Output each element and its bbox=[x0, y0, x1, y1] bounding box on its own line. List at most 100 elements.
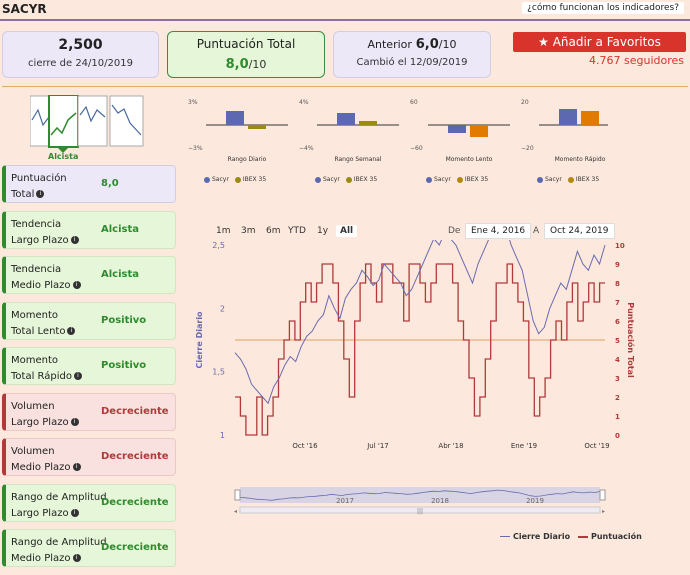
navigator-year-label: 2017 bbox=[336, 497, 354, 505]
x-tick-label: Ene '19 bbox=[511, 442, 537, 450]
scrollbar-grip-icon: ||| bbox=[417, 508, 423, 515]
date-from-input[interactable]: Ene 4, 2016 bbox=[465, 223, 532, 239]
previous-changed-date: Cambió el 12/09/2019 bbox=[356, 57, 468, 68]
mini-bar bbox=[581, 111, 599, 125]
navigator-handle-right[interactable] bbox=[599, 489, 606, 501]
indicator-card[interactable]: Rango de Amplitud Largo Plazo i Decreciente bbox=[2, 483, 176, 522]
legend-ibex: IBEX 35 bbox=[456, 176, 488, 183]
info-icon[interactable]: i bbox=[73, 372, 82, 380]
indicator-card[interactable]: Momento Total Lento i Positivo bbox=[2, 301, 176, 340]
y-right-tick-label: 8 bbox=[615, 280, 620, 288]
info-icon[interactable]: i bbox=[70, 508, 79, 517]
date-to-input[interactable]: Oct 24, 2019 bbox=[544, 223, 615, 239]
previous-score-card: Anterior 6,0/10 Cambió el 12/09/2019 bbox=[333, 31, 491, 78]
mini-bottom-label: −4% bbox=[299, 145, 314, 152]
navigator-year-label: 2019 bbox=[526, 497, 544, 505]
range-button[interactable]: 1y bbox=[317, 226, 329, 236]
scroll-right-icon[interactable]: ▸ bbox=[602, 508, 605, 515]
navigator-handle-left[interactable] bbox=[234, 489, 241, 501]
legend-score[interactable]: Puntuación bbox=[578, 532, 642, 541]
indicator-value: Positivo bbox=[101, 314, 147, 326]
trend-badge: Alcista bbox=[48, 152, 79, 161]
mini-bar bbox=[226, 111, 244, 125]
y-right-tick-label: 0 bbox=[615, 432, 620, 440]
indicator-card[interactable]: Rango de Amplitud Medio Plazo i Decreciente bbox=[2, 529, 176, 567]
mini-chart-title: Rango Diario bbox=[228, 156, 267, 163]
info-icon[interactable]: i bbox=[70, 235, 79, 244]
legend-sacyr: Sacyr bbox=[537, 176, 562, 183]
info-icon[interactable]: i bbox=[72, 463, 81, 471]
indicator-name: Volumen Largo Plazo i bbox=[11, 399, 79, 431]
indicator-card[interactable]: Puntuación Total i 8,0 bbox=[2, 165, 176, 203]
mini-bottom-label: −20 bbox=[521, 145, 534, 152]
x-tick-label: Oct '19 bbox=[584, 442, 609, 450]
score-value: 8,0/10 bbox=[225, 57, 267, 72]
info-icon[interactable]: i bbox=[67, 326, 76, 335]
indicator-card[interactable]: Volumen Largo Plazo i Decreciente bbox=[2, 392, 176, 431]
mini-top-label: 3% bbox=[188, 99, 198, 106]
info-icon[interactable]: i bbox=[72, 554, 81, 562]
range-button[interactable]: 1m bbox=[216, 226, 231, 236]
indicator-card[interactable]: Volumen Medio Plazo i Decreciente bbox=[2, 438, 176, 476]
score-series-line bbox=[235, 263, 605, 436]
y-right-tick-label: 6 bbox=[615, 318, 620, 326]
range-button[interactable]: 3m bbox=[241, 226, 256, 236]
indicator-value: Decreciente bbox=[101, 542, 169, 553]
info-icon[interactable]: i bbox=[72, 281, 81, 289]
indicator-value: Alcista bbox=[101, 269, 140, 280]
indicator-name: Tendencia Largo Plazo i bbox=[11, 217, 79, 249]
legend-sacyr: Sacyr bbox=[426, 176, 451, 183]
price-date: cierre de 24/10/2019 bbox=[28, 58, 133, 69]
indicator-name: Volumen Medio Plazo i bbox=[11, 444, 81, 476]
y-right-tick-label: 5 bbox=[615, 337, 620, 345]
y-left-tick-label: 1,5 bbox=[212, 368, 225, 377]
previous-score: Anterior 6,0/10 bbox=[367, 37, 457, 52]
indicator-card[interactable]: Momento Total Rápido i Positivo bbox=[2, 347, 176, 385]
add-favorite-button[interactable]: ★ Añadir a Favoritos bbox=[513, 32, 686, 52]
range-button[interactable]: 6m bbox=[266, 226, 281, 236]
navigator-scrollbar[interactable] bbox=[239, 506, 601, 514]
y-left-tick-label: 2,5 bbox=[212, 241, 225, 250]
info-icon[interactable]: i bbox=[70, 417, 79, 426]
downtrend-icon-2 bbox=[109, 95, 144, 147]
y-right-tick-label: 3 bbox=[615, 375, 620, 383]
navigator[interactable]: 2017 2018 2019 ||| ◂ ▸ bbox=[230, 485, 610, 520]
x-tick-label: Jul '17 bbox=[366, 442, 389, 450]
indicator-value: 8,0 bbox=[101, 178, 119, 189]
indicator-value: Decreciente bbox=[101, 496, 169, 508]
price-card: 2,500 cierre de 24/10/2019 bbox=[2, 31, 159, 78]
y-right-tick-label: 10 bbox=[615, 242, 625, 250]
star-icon: ★ bbox=[538, 35, 549, 49]
indicator-card[interactable]: Tendencia Largo Plazo i Alcista bbox=[2, 210, 176, 249]
legend-close-swatch bbox=[500, 536, 510, 537]
close-series-line bbox=[234, 240, 606, 405]
navigator-series bbox=[239, 489, 601, 501]
header-divider bbox=[0, 19, 690, 21]
range-button[interactable]: YTD bbox=[288, 226, 306, 236]
trend-icons bbox=[30, 95, 144, 153]
legend-close[interactable]: Cierre Diario bbox=[500, 532, 570, 541]
date-from-label: De bbox=[448, 226, 461, 236]
navigator-track bbox=[240, 487, 600, 503]
mini-bottom-label: −60 bbox=[410, 145, 423, 152]
indicator-name: Rango de Amplitud Medio Plazo i bbox=[11, 537, 107, 564]
indicator-value: Alcista bbox=[101, 223, 140, 235]
y-right-tick-label: 1 bbox=[615, 413, 620, 421]
mini-top-label: 20 bbox=[521, 99, 529, 106]
help-link[interactable]: ¿cómo funcionan los indicadores? bbox=[522, 2, 684, 14]
indicator-name: Momento Total Lento i bbox=[11, 308, 76, 340]
mini-chart-title: Momento Lento bbox=[446, 156, 493, 163]
scroll-left-icon[interactable]: ◂ bbox=[234, 508, 237, 515]
legend-ibex: IBEX 35 bbox=[567, 176, 599, 183]
mini-legend: Sacyr IBEX 35 bbox=[537, 176, 599, 183]
range-button[interactable]: All bbox=[336, 225, 358, 237]
indicator-card[interactable]: Tendencia Medio Plazo i Alcista bbox=[2, 256, 176, 294]
section-divider bbox=[2, 86, 688, 87]
y-right-axis-label: Puntuación Total bbox=[626, 302, 636, 378]
date-to-label: A bbox=[533, 226, 540, 236]
info-icon[interactable]: i bbox=[36, 190, 45, 198]
y-right-tick-label: 7 bbox=[615, 299, 620, 307]
legend-sacyr: Sacyr bbox=[204, 176, 229, 183]
y-left-tick-label: 1 bbox=[220, 431, 225, 440]
y-right-tick-label: 2 bbox=[615, 394, 620, 402]
